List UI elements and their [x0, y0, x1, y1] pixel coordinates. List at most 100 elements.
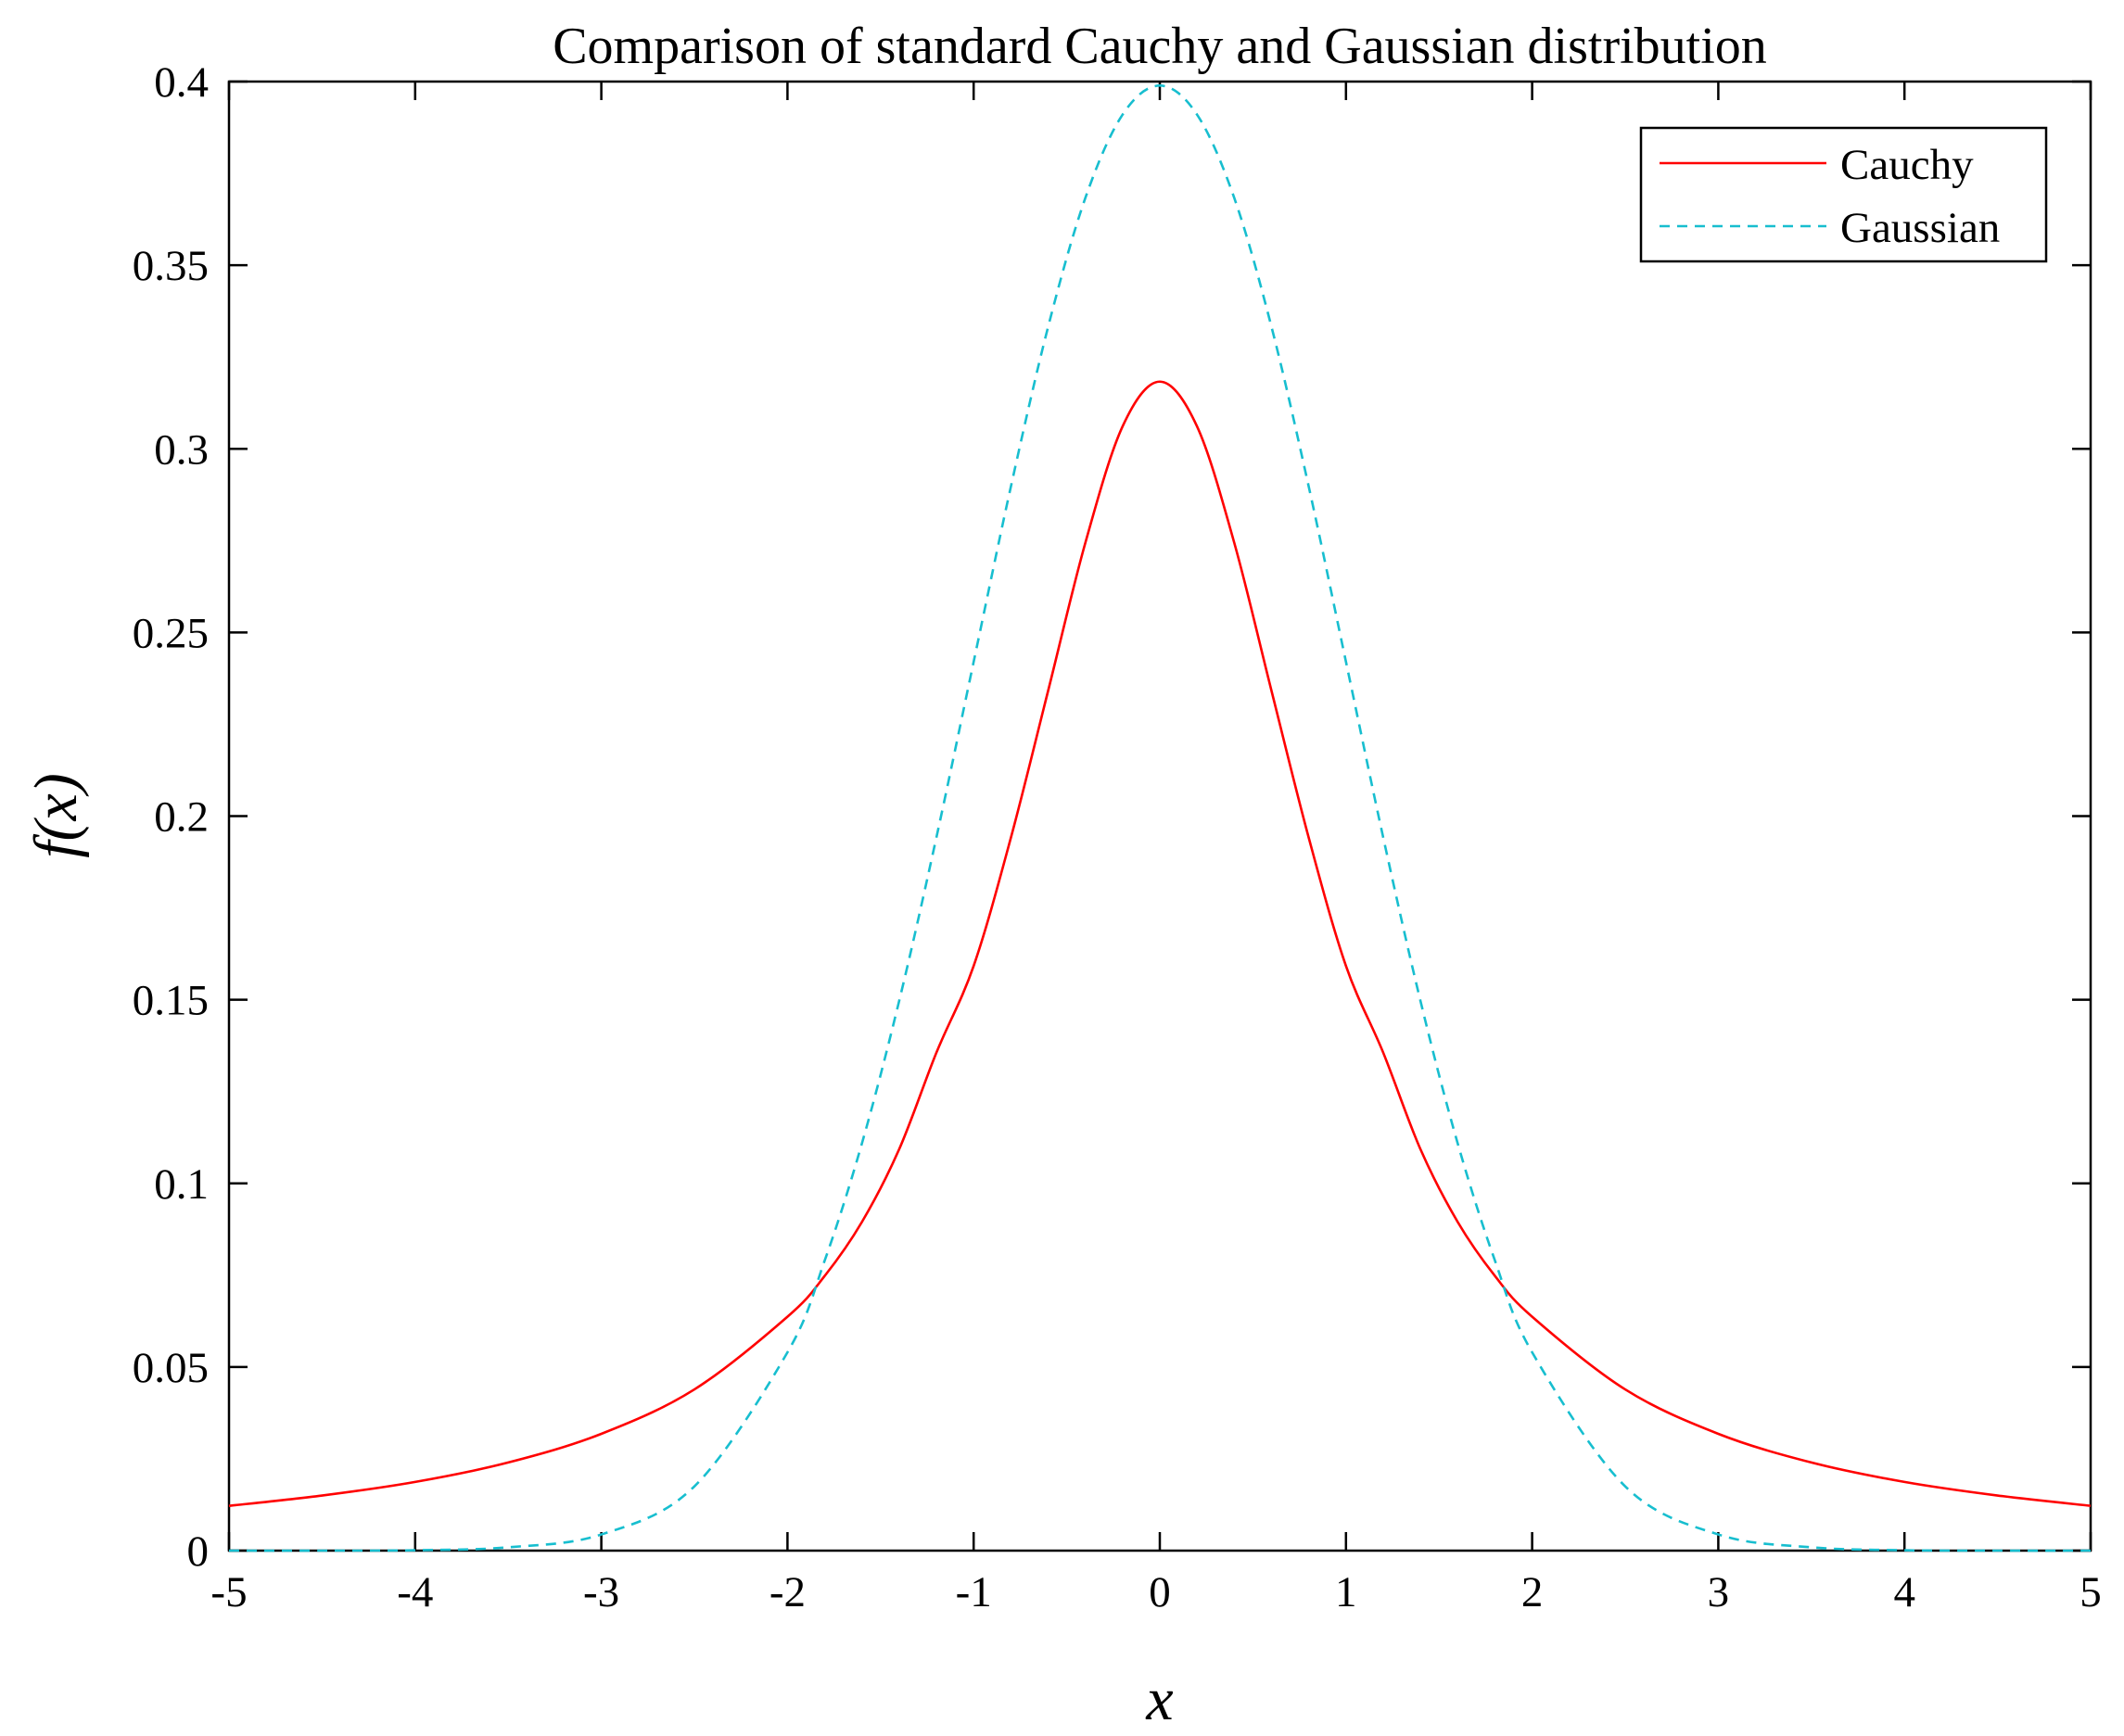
data-point-gaussian — [823, 1260, 825, 1261]
data-point-gaussian — [1996, 1550, 1998, 1552]
data-point-gaussian — [228, 1550, 230, 1552]
legend: Cauchy Gaussian — [1639, 126, 2048, 263]
data-point-gaussian — [1345, 661, 1347, 663]
x-axis: -5 -4 -3 -2 -1 0 1 2 3 4 5 — [210, 82, 2102, 1616]
data-point-cauchy — [321, 1494, 323, 1496]
y-axis: 0 0.05 0.1 0.15 0.2 0.25 0.3 0.35 0.4 — [133, 58, 2091, 1576]
data-point-cauchy — [786, 1315, 788, 1317]
y-axis-label: f(x) — [22, 773, 90, 858]
data-point-cauchy — [1903, 1481, 1905, 1483]
data-point-cauchy — [1196, 425, 1198, 427]
data-point-gaussian — [1233, 196, 1235, 198]
data-point-gaussian — [1624, 1485, 1626, 1487]
x-axis-label: x — [1145, 1666, 1173, 1733]
data-point-cauchy — [1811, 1462, 1812, 1464]
chart-title: Comparison of standard Cauchy and Gaussi… — [553, 18, 1767, 75]
data-point-cauchy — [1345, 965, 1347, 967]
data-point-gaussian — [1811, 1546, 1812, 1548]
x-tick-label: 2 — [1521, 1568, 1544, 1616]
legend-label-cauchy: Cauchy — [1840, 141, 1974, 189]
y-tick-label: 0.15 — [133, 977, 209, 1025]
data-point-gaussian — [973, 661, 974, 663]
data-point-cauchy — [1010, 837, 1011, 839]
data-point-gaussian — [1084, 196, 1086, 198]
x-tick-label: 1 — [1335, 1568, 1357, 1616]
y-tick-label: 0.2 — [154, 793, 209, 842]
data-point-cauchy — [898, 1148, 900, 1150]
data-point-cauchy — [1494, 1274, 1495, 1276]
x-tick-label: 5 — [2079, 1568, 2102, 1616]
y-tick-label: 0.3 — [154, 425, 209, 474]
data-point-cauchy — [1270, 690, 1272, 691]
data-point-cauchy — [2090, 1504, 2092, 1506]
series-line-gaussian — [228, 84, 2092, 1552]
data-point-cauchy — [973, 965, 974, 967]
y-tick-label: 0.1 — [154, 1160, 209, 1209]
x-tick-label: -5 — [210, 1568, 247, 1616]
data-point-gaussian — [1196, 113, 1198, 115]
data-point-cauchy — [935, 1051, 937, 1053]
data-point-gaussian — [1531, 1351, 1533, 1353]
series-layer — [228, 84, 2092, 1552]
data-point-cauchy — [1307, 837, 1309, 839]
legend-box — [1639, 126, 2048, 263]
data-point-cauchy — [600, 1433, 602, 1435]
data-point-cauchy — [1531, 1315, 1533, 1317]
data-point-gaussian — [507, 1546, 509, 1548]
data-point-gaussian — [786, 1351, 788, 1353]
data-point-gaussian — [600, 1533, 602, 1535]
data-point-cauchy — [1419, 1148, 1421, 1150]
data-point-gaussian — [898, 1000, 900, 1002]
data-point-cauchy — [1122, 425, 1124, 427]
data-point-cauchy — [507, 1462, 509, 1464]
data-point-cauchy — [823, 1274, 825, 1276]
data-point-cauchy — [1084, 541, 1086, 543]
data-point-cauchy — [1624, 1388, 1626, 1390]
data-point-cauchy — [861, 1221, 863, 1223]
data-point-cauchy — [1456, 1221, 1458, 1223]
y-tick-label: 0.05 — [133, 1344, 209, 1392]
data-point-gaussian — [1270, 326, 1272, 328]
y-tick-label: 0.35 — [133, 242, 209, 290]
x-tick-label: -4 — [397, 1568, 433, 1616]
data-point-gaussian — [1307, 486, 1309, 488]
data-point-gaussian — [1419, 1000, 1421, 1002]
y-tick-label: 0.25 — [133, 609, 209, 657]
data-point-gaussian — [1382, 836, 1384, 838]
data-point-cauchy — [693, 1388, 695, 1390]
legend-label-gaussian: Gaussian — [1840, 204, 2000, 252]
plot-area-frame — [227, 80, 2092, 1552]
x-tick-label: 4 — [1893, 1568, 1915, 1616]
data-point-cauchy — [1159, 381, 1161, 383]
data-point-gaussian — [1494, 1260, 1495, 1261]
data-point-gaussian — [1903, 1549, 1905, 1551]
data-point-cauchy — [414, 1481, 416, 1483]
data-point-gaussian — [2090, 1550, 2092, 1552]
data-point-gaussian — [935, 836, 937, 838]
y-tick-label: 0 — [187, 1527, 210, 1576]
data-point-cauchy — [1047, 690, 1049, 691]
data-point-gaussian — [1717, 1533, 1719, 1535]
data-point-gaussian — [1010, 486, 1011, 488]
data-point-gaussian — [321, 1550, 323, 1552]
data-point-cauchy — [1233, 541, 1235, 543]
data-point-cauchy — [1382, 1051, 1384, 1053]
data-point-gaussian — [414, 1549, 416, 1551]
data-point-gaussian — [1122, 113, 1124, 115]
data-point-gaussian — [861, 1142, 863, 1144]
data-point-cauchy — [1717, 1433, 1719, 1435]
data-point-cauchy — [228, 1504, 230, 1506]
data-point-gaussian — [1456, 1142, 1458, 1144]
x-tick-label: 3 — [1708, 1568, 1730, 1616]
series-line-cauchy — [228, 380, 2092, 1507]
data-point-gaussian — [1159, 84, 1161, 86]
data-point-cauchy — [1996, 1494, 1998, 1496]
x-tick-label: -1 — [956, 1568, 992, 1616]
y-tick-label: 0.4 — [154, 58, 209, 107]
x-tick-label: -2 — [769, 1568, 806, 1616]
data-point-gaussian — [693, 1485, 695, 1487]
x-tick-label: 0 — [1149, 1568, 1171, 1616]
x-tick-label: -3 — [583, 1568, 619, 1616]
data-point-gaussian — [1047, 326, 1049, 328]
